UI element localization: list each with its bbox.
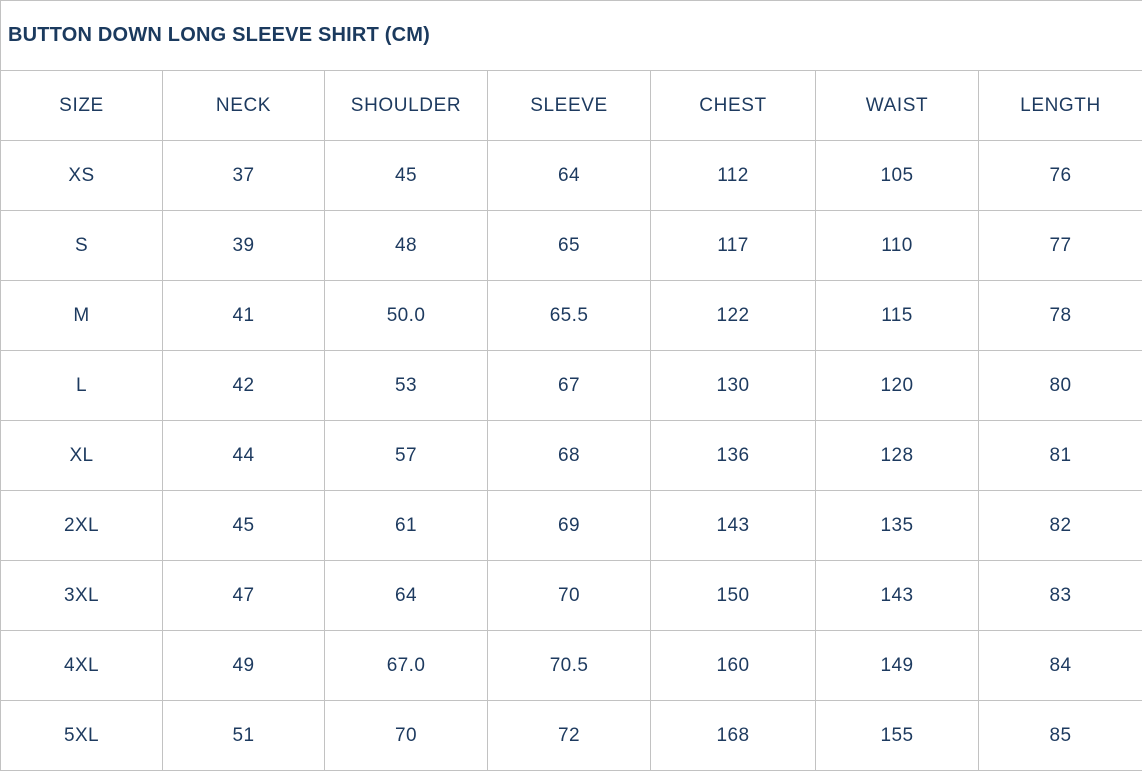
measurement-cell: 70: [487, 560, 651, 631]
measurement-cell: 67: [487, 350, 651, 421]
measurement-cell: 122: [650, 280, 816, 351]
measurement-cell: 37: [162, 140, 325, 211]
measurement-cell: 83: [977, 560, 1142, 631]
size-cell: XS: [0, 140, 163, 211]
column-header-length: LENGTH: [977, 70, 1142, 141]
measurement-cell: 135: [815, 490, 979, 561]
table-row: 5XL 51 70 72 168 155 85: [0, 700, 1142, 771]
table-row: 3XL 47 64 70 150 143 83: [0, 560, 1142, 631]
measurement-cell: 50.0: [324, 280, 488, 351]
column-header-waist: WAIST: [815, 70, 979, 141]
size-cell: 2XL: [0, 490, 163, 561]
measurement-cell: 105: [815, 140, 979, 211]
table-body: XS 37 45 64 112 105 76 S 39 48 65 117 110 77 M 41 50.0 65…: [0, 140, 1142, 771]
table-row: 4XL 49 67.0 70.5 160 149 84: [0, 630, 1142, 701]
size-cell: 4XL: [0, 630, 163, 701]
measurement-cell: 48: [324, 210, 488, 281]
table-row: M 41 50.0 65.5 122 115 78: [0, 280, 1142, 351]
measurement-cell: 45: [324, 140, 488, 211]
table-row: L 42 53 67 130 120 80: [0, 350, 1142, 421]
size-cell: 5XL: [0, 700, 163, 771]
measurement-cell: 168: [650, 700, 816, 771]
column-header-shoulder: SHOULDER: [324, 70, 488, 141]
measurement-cell: 150: [650, 560, 816, 631]
table-row: XL 44 57 68 136 128 81: [0, 420, 1142, 491]
measurement-cell: 72: [487, 700, 651, 771]
table-row: XS 37 45 64 112 105 76: [0, 140, 1142, 211]
column-header-size: SIZE: [0, 70, 163, 141]
measurement-cell: 115: [815, 280, 979, 351]
measurement-cell: 69: [487, 490, 651, 561]
size-cell: 3XL: [0, 560, 163, 631]
measurement-cell: 64: [487, 140, 651, 211]
measurement-cell: 82: [977, 490, 1142, 561]
measurement-cell: 70: [324, 700, 488, 771]
measurement-cell: 53: [324, 350, 488, 421]
measurement-cell: 130: [650, 350, 816, 421]
title-row: BUTTON DOWN LONG SLEEVE SHIRT (CM): [0, 0, 1142, 71]
measurement-cell: 120: [815, 350, 979, 421]
measurement-cell: 143: [650, 490, 816, 561]
measurement-cell: 42: [162, 350, 325, 421]
measurement-cell: 149: [815, 630, 979, 701]
measurement-cell: 67.0: [324, 630, 488, 701]
measurement-cell: 128: [815, 420, 979, 491]
measurement-cell: 57: [324, 420, 488, 491]
column-header-chest: CHEST: [650, 70, 816, 141]
measurement-cell: 110: [815, 210, 979, 281]
table-row: S 39 48 65 117 110 77: [0, 210, 1142, 281]
measurement-cell: 117: [650, 210, 816, 281]
measurement-cell: 45: [162, 490, 325, 561]
measurement-cell: 77: [977, 210, 1142, 281]
measurement-cell: 65.5: [487, 280, 651, 351]
measurement-cell: 81: [977, 420, 1142, 491]
size-cell: M: [0, 280, 163, 351]
column-header-neck: NECK: [162, 70, 325, 141]
measurement-cell: 78: [977, 280, 1142, 351]
measurement-cell: 61: [324, 490, 488, 561]
size-cell: XL: [0, 420, 163, 491]
measurement-cell: 112: [650, 140, 816, 211]
measurement-cell: 160: [650, 630, 816, 701]
measurement-cell: 85: [977, 700, 1142, 771]
measurement-cell: 143: [815, 560, 979, 631]
measurement-cell: 49: [162, 630, 325, 701]
measurement-cell: 155: [815, 700, 979, 771]
size-cell: L: [0, 350, 163, 421]
measurement-cell: 84: [977, 630, 1142, 701]
measurement-cell: 41: [162, 280, 325, 351]
page-title: BUTTON DOWN LONG SLEEVE SHIRT (CM): [0, 0, 1142, 71]
table-row: 2XL 45 61 69 143 135 82: [0, 490, 1142, 561]
measurement-cell: 51: [162, 700, 325, 771]
measurement-cell: 68: [487, 420, 651, 491]
measurement-cell: 44: [162, 420, 325, 491]
measurement-cell: 39: [162, 210, 325, 281]
measurement-cell: 65: [487, 210, 651, 281]
size-cell: S: [0, 210, 163, 281]
measurement-cell: 70.5: [487, 630, 651, 701]
measurement-cell: 136: [650, 420, 816, 491]
column-header-sleeve: SLEEVE: [487, 70, 651, 141]
measurement-cell: 80: [977, 350, 1142, 421]
measurement-cell: 47: [162, 560, 325, 631]
measurement-cell: 76: [977, 140, 1142, 211]
measurement-cell: 64: [324, 560, 488, 631]
header-row: SIZE NECK SHOULDER SLEEVE CHEST WAIST LENGTH: [0, 70, 1142, 141]
